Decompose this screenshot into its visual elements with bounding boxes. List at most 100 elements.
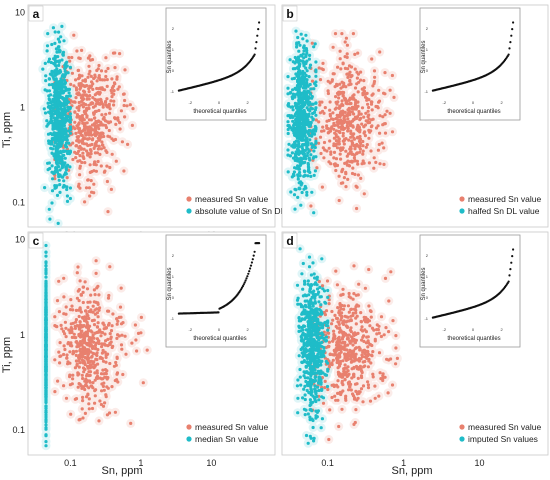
data-point — [383, 71, 387, 75]
data-point — [364, 111, 368, 115]
data-point — [105, 164, 109, 168]
data-point — [307, 75, 311, 79]
data-point — [356, 51, 360, 55]
data-point — [95, 151, 100, 155]
data-point — [93, 160, 97, 164]
data-point — [304, 66, 308, 70]
data-point — [81, 79, 85, 83]
data-point — [56, 92, 60, 96]
data-point — [301, 71, 305, 75]
data-point — [83, 79, 87, 83]
data-point — [388, 88, 392, 92]
data-point — [51, 177, 55, 181]
data-point — [286, 153, 290, 157]
data-point — [62, 179, 66, 183]
data-point — [130, 123, 134, 127]
data-point — [345, 160, 349, 165]
data-point — [64, 114, 68, 118]
data-point — [107, 128, 111, 133]
data-point — [87, 133, 91, 137]
data-point — [97, 144, 101, 148]
data-point — [83, 109, 87, 113]
data-point — [383, 113, 387, 117]
data-point — [286, 131, 290, 136]
data-point — [118, 127, 122, 131]
data-point — [106, 210, 110, 214]
data-point — [350, 171, 355, 176]
data-point — [50, 151, 54, 155]
data-point — [60, 129, 64, 133]
data-point — [355, 206, 359, 211]
data-point — [62, 78, 66, 82]
data-point — [297, 76, 301, 80]
data-point — [103, 169, 107, 173]
data-point — [302, 45, 306, 50]
data-point — [81, 121, 85, 125]
data-point — [75, 113, 79, 117]
data-point — [61, 52, 65, 56]
data-point — [349, 147, 353, 151]
data-point — [47, 77, 51, 81]
data-point — [294, 59, 299, 64]
data-point — [321, 68, 325, 72]
data-point — [327, 118, 331, 123]
data-point — [356, 90, 360, 94]
x-tick-label: 10 — [206, 458, 216, 468]
data-point — [53, 41, 57, 46]
data-point — [294, 166, 298, 170]
data-point — [65, 136, 69, 140]
data-point — [85, 106, 89, 110]
data-point — [315, 166, 319, 170]
data-point — [99, 134, 103, 139]
data-point — [333, 85, 337, 89]
data-point — [334, 157, 339, 161]
data-point — [111, 51, 116, 55]
data-point — [300, 105, 304, 109]
data-point — [293, 67, 297, 71]
data-point — [302, 108, 306, 112]
data-point — [75, 49, 79, 53]
data-point — [68, 128, 72, 132]
data-point — [98, 102, 102, 106]
qq-point — [257, 28, 260, 31]
data-point — [346, 117, 350, 121]
data-point — [287, 125, 292, 129]
data-point — [365, 98, 369, 102]
data-point — [297, 119, 301, 123]
data-point — [109, 187, 113, 191]
data-point — [78, 166, 82, 170]
data-point — [123, 68, 127, 72]
data-point — [302, 114, 306, 118]
data-point — [90, 142, 94, 147]
data-point — [334, 129, 339, 133]
data-point — [67, 91, 71, 95]
data-point — [336, 100, 340, 104]
data-point — [110, 86, 114, 90]
data-point — [94, 141, 98, 146]
data-point — [116, 87, 120, 91]
data-point — [53, 123, 58, 127]
data-point — [298, 123, 302, 127]
data-point — [85, 137, 89, 141]
data-point — [63, 184, 67, 188]
data-point — [83, 161, 87, 165]
data-point — [75, 106, 79, 110]
data-point — [78, 75, 82, 80]
data-point — [122, 103, 126, 108]
data-point — [326, 127, 330, 131]
data-point — [329, 150, 333, 154]
data-point — [86, 75, 90, 79]
data-point — [372, 166, 376, 170]
data-point — [121, 92, 126, 96]
data-point — [307, 121, 311, 125]
data-point — [85, 115, 89, 119]
qq-y-label: Sn quantiles — [421, 40, 427, 73]
data-point — [302, 80, 306, 84]
data-point — [330, 79, 334, 83]
data-point — [339, 86, 343, 90]
data-point — [300, 146, 304, 150]
data-point — [101, 123, 105, 127]
data-point — [362, 115, 366, 119]
data-point — [341, 127, 346, 131]
